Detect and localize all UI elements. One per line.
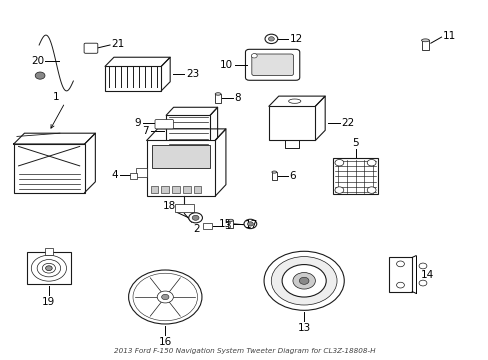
Ellipse shape <box>271 171 276 173</box>
Text: 22: 22 <box>341 118 354 128</box>
Ellipse shape <box>288 99 300 103</box>
FancyBboxPatch shape <box>251 54 293 76</box>
Circle shape <box>244 219 256 229</box>
Circle shape <box>157 291 173 303</box>
Text: 3: 3 <box>224 221 231 231</box>
Text: 7: 7 <box>142 126 149 135</box>
Circle shape <box>282 265 325 297</box>
Circle shape <box>264 251 344 310</box>
Bar <box>150 186 158 193</box>
Bar <box>129 173 137 179</box>
Circle shape <box>271 257 336 305</box>
Circle shape <box>396 261 404 267</box>
Circle shape <box>35 72 45 79</box>
Circle shape <box>247 222 253 226</box>
Text: 12: 12 <box>289 34 302 44</box>
Text: 15: 15 <box>218 219 231 229</box>
Text: 2013 Ford F-150 Navigation System Tweeter Diagram for CL3Z-18808-H: 2013 Ford F-150 Navigation System Tweete… <box>113 347 375 354</box>
Circle shape <box>334 159 343 166</box>
Circle shape <box>292 273 315 289</box>
Text: 16: 16 <box>158 337 172 347</box>
FancyBboxPatch shape <box>155 120 173 129</box>
Bar <box>193 186 201 193</box>
Circle shape <box>264 34 277 44</box>
Ellipse shape <box>215 93 221 95</box>
Bar <box>203 223 211 229</box>
Text: 20: 20 <box>31 56 44 66</box>
Bar <box>45 248 53 255</box>
Text: 21: 21 <box>111 39 124 49</box>
Circle shape <box>299 277 308 284</box>
Circle shape <box>418 280 426 286</box>
Text: 14: 14 <box>420 270 433 279</box>
Circle shape <box>396 282 404 288</box>
Circle shape <box>366 187 375 193</box>
Circle shape <box>45 266 52 271</box>
Bar <box>161 186 169 193</box>
Bar <box>105 66 161 91</box>
Bar <box>268 106 315 140</box>
Circle shape <box>188 213 202 223</box>
Text: 2: 2 <box>193 224 200 234</box>
Bar <box>388 257 411 292</box>
Bar <box>183 186 190 193</box>
Text: 13: 13 <box>297 323 310 333</box>
Circle shape <box>366 159 375 166</box>
Text: 1: 1 <box>53 91 60 102</box>
Bar <box>166 115 210 146</box>
Bar <box>271 172 276 180</box>
Circle shape <box>128 270 202 324</box>
Bar <box>172 186 180 193</box>
Bar <box>14 144 84 193</box>
Ellipse shape <box>228 219 233 221</box>
Text: 4: 4 <box>111 170 118 180</box>
Text: 5: 5 <box>351 138 358 148</box>
Text: 10: 10 <box>220 60 233 70</box>
Text: 8: 8 <box>234 93 241 103</box>
Bar <box>174 204 194 212</box>
Text: 9: 9 <box>134 118 141 129</box>
Text: 6: 6 <box>288 171 295 181</box>
FancyBboxPatch shape <box>84 43 98 53</box>
Text: 19: 19 <box>42 297 56 307</box>
Bar <box>151 145 210 168</box>
Circle shape <box>161 294 169 300</box>
Bar <box>333 158 377 194</box>
Bar <box>215 94 221 103</box>
Text: 23: 23 <box>185 69 199 79</box>
Ellipse shape <box>421 39 428 42</box>
Circle shape <box>268 37 274 41</box>
Circle shape <box>251 54 257 58</box>
Text: 11: 11 <box>442 31 455 41</box>
Circle shape <box>192 215 199 220</box>
Bar <box>146 140 215 196</box>
Text: 17: 17 <box>244 220 257 230</box>
Text: 18: 18 <box>163 201 176 211</box>
FancyBboxPatch shape <box>245 49 299 80</box>
Bar <box>228 220 233 228</box>
Bar <box>421 40 428 50</box>
Bar <box>27 252 71 284</box>
Circle shape <box>418 263 426 269</box>
Circle shape <box>334 187 343 193</box>
Bar <box>136 168 146 177</box>
